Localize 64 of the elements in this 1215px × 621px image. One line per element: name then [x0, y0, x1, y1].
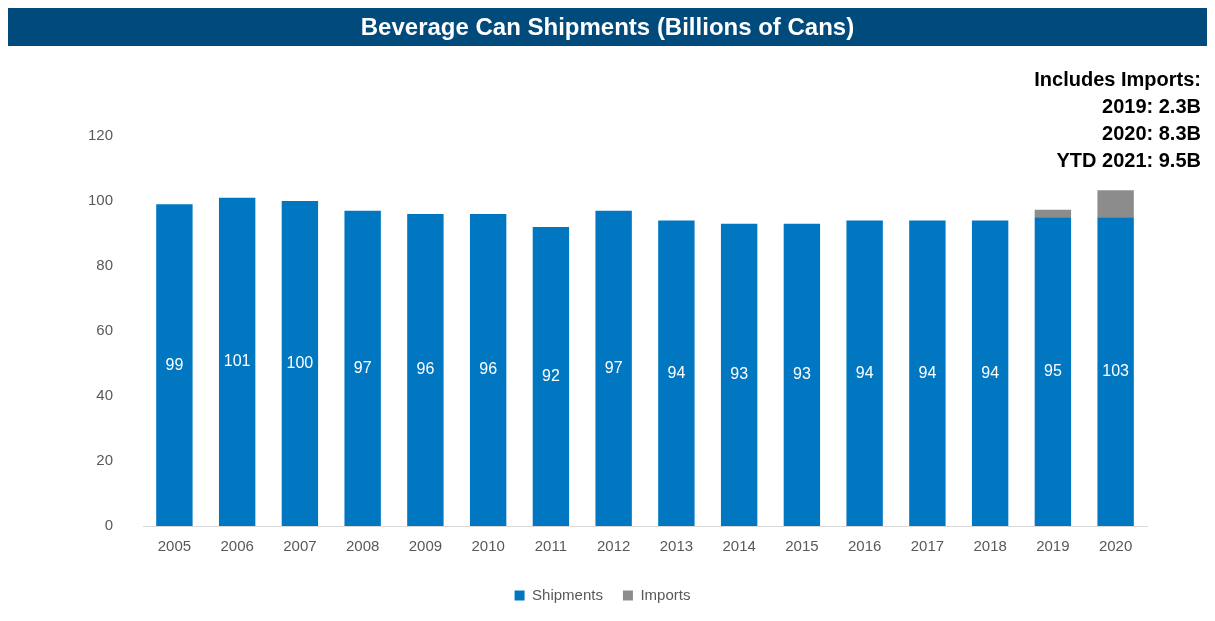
data-label: 101	[223, 352, 251, 370]
data-label: 93	[730, 365, 749, 383]
text: Includes Imports:	[1034, 67, 1201, 92]
data-label: 94	[855, 363, 874, 381]
x-tick-label: 2005	[157, 537, 192, 555]
data-label: 97	[604, 358, 623, 376]
data-label: 97	[353, 358, 372, 376]
data-label: 94	[918, 363, 937, 381]
bar	[156, 204, 193, 526]
bar	[658, 220, 695, 526]
y-tick-label: 0	[104, 516, 114, 534]
bar	[595, 210, 632, 526]
data-label: 95	[1043, 362, 1062, 380]
x-tick-label: 2012	[596, 537, 631, 555]
bar	[909, 220, 946, 526]
data-label: 94	[667, 363, 686, 381]
data-label: 100	[286, 353, 314, 371]
x-tick-label: 2007	[283, 537, 317, 555]
x-tick-label: 2008	[345, 537, 380, 555]
bar	[846, 220, 883, 526]
y-tick-label: 80	[96, 256, 114, 274]
x-tick-label: 2018	[973, 537, 1007, 555]
y-tick-label: 20	[96, 451, 114, 469]
bar	[344, 210, 381, 526]
x-tick-label: 2020	[1098, 537, 1133, 555]
y-tick-label: 60	[96, 321, 114, 339]
x-tick-label: 2013	[659, 537, 694, 555]
bar	[218, 197, 256, 526]
text: 2019: 2.3B	[1101, 94, 1201, 119]
bar	[1034, 217, 1072, 526]
bar	[783, 223, 821, 526]
data-label: 96	[416, 360, 435, 378]
x-tick-label: 2016	[847, 537, 882, 555]
bar	[469, 214, 507, 526]
data-label: 92	[541, 366, 560, 384]
y-tick-label: 120	[88, 126, 114, 144]
bar	[720, 223, 758, 526]
x-tick-label: 2015	[785, 537, 819, 555]
total-label: 103	[1102, 362, 1130, 380]
data-label: 96	[479, 360, 498, 378]
x-tick-label: 2017	[910, 537, 945, 555]
x-tick-label: 2009	[408, 537, 443, 555]
y-tick-label: 100	[88, 191, 114, 209]
x-tick-label: 2011	[534, 537, 568, 555]
x-tick-label: 2019	[1036, 537, 1070, 555]
annotation: YTD 2021: 9.5B	[1055, 148, 1201, 173]
data-label: 94	[981, 363, 1000, 381]
bar	[407, 214, 444, 526]
annotation: 2020: 8.3B	[1101, 121, 1201, 146]
chart-title: Beverage Can Shipments (Billions of Cans)	[8, 8, 1207, 46]
x-tick-label: 2010	[471, 537, 505, 555]
data-label: 93	[792, 365, 811, 383]
y-tick-label: 40	[96, 386, 114, 404]
legend-label: Imports	[640, 585, 691, 603]
bar	[1097, 190, 1134, 218]
data-label: 99	[165, 355, 184, 373]
bar	[971, 220, 1009, 526]
bar	[1034, 209, 1072, 218]
legend-label: Shipments	[532, 585, 603, 603]
bar	[281, 201, 319, 526]
bar	[532, 227, 570, 526]
x-tick-label: 2006	[220, 537, 254, 555]
bar	[1097, 217, 1134, 526]
x-tick-label: 2014	[722, 537, 756, 555]
